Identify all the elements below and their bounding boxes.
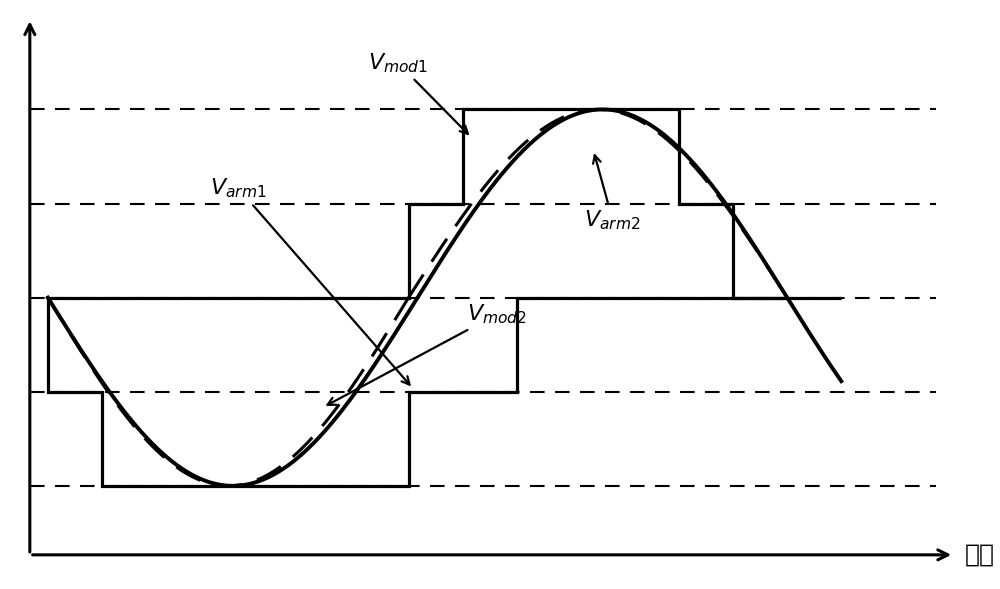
Text: $V_{mod2}$: $V_{mod2}$ [327, 302, 527, 405]
Text: $V_{mod1}$: $V_{mod1}$ [368, 51, 468, 134]
Text: $V_{arm1}$: $V_{arm1}$ [210, 177, 410, 385]
Text: $V_{arm2}$: $V_{arm2}$ [584, 155, 641, 231]
Text: 时间: 时间 [965, 543, 995, 567]
